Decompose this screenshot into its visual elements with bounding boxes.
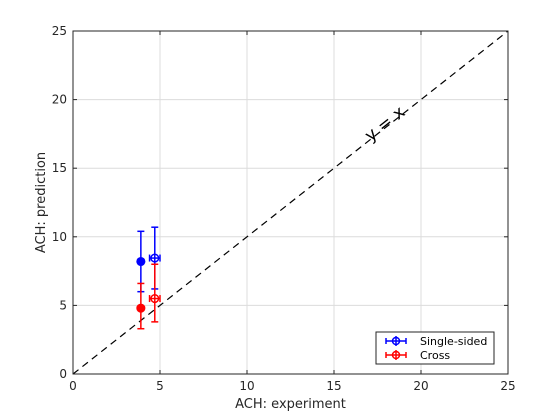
x-tick-label-20: 20 xyxy=(413,379,428,393)
y-tick-label-10: 10 xyxy=(52,230,67,244)
legend-label-1: Cross xyxy=(420,349,450,362)
reference-line-label: y = x xyxy=(361,102,409,146)
axis-ticks: 0 5 10 15 20 25 0 5 10 15 20 25 xyxy=(52,24,516,393)
plot-frame xyxy=(72,30,509,375)
reference-line-y-equals-x xyxy=(72,30,509,375)
series-0-point-0-marker xyxy=(136,256,146,267)
x-tick-label-10: 10 xyxy=(239,379,254,393)
legend-marker-0 xyxy=(391,336,401,346)
y-tick-label-0: 0 xyxy=(59,367,67,381)
y-tick-label-5: 5 xyxy=(59,298,67,312)
x-tick-label-15: 15 xyxy=(326,379,341,393)
series-cross xyxy=(136,263,161,330)
y-tick-label-25: 25 xyxy=(52,24,67,38)
series-0-point-1-marker xyxy=(150,253,160,263)
x-axis-label: ACH: experiment xyxy=(235,397,346,412)
legend-marker-1 xyxy=(391,350,401,360)
legend-label-0: Single-sided xyxy=(420,335,487,348)
series-1-point-1-marker xyxy=(150,293,160,304)
y-axis-label: ACH: prediction xyxy=(34,152,49,253)
x-tick-label-0: 0 xyxy=(69,379,77,393)
y-tick-label-15: 15 xyxy=(52,161,67,175)
data-marks xyxy=(136,226,161,330)
y-tick-label-20: 20 xyxy=(52,93,67,107)
x-tick-label-25: 25 xyxy=(500,379,515,393)
x-tick-label-5: 5 xyxy=(156,379,164,393)
series-1-point-0-marker xyxy=(136,303,146,313)
